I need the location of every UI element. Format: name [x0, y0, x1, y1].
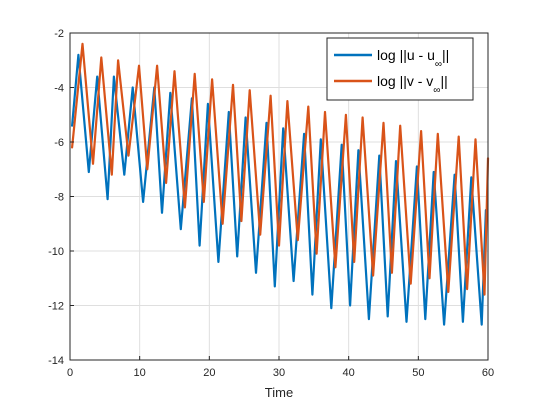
y-tick-label: -12 — [48, 301, 64, 313]
plot-lines — [70, 42, 490, 326]
x-tick-label: 20 — [203, 367, 215, 379]
y-tick-label: -4 — [54, 83, 64, 95]
legend-box — [326, 37, 474, 101]
ticks: 0 10 20 30 40 50 60 -14 -12 -10 -8 -6 -4 -2 — [48, 28, 494, 379]
x-axis-label: Time — [265, 385, 293, 400]
x-tick-label: 40 — [343, 367, 355, 379]
series-line-v — [70, 42, 490, 296]
x-tick-label: 60 — [482, 367, 494, 379]
x-tick-label: 0 — [67, 367, 73, 379]
y-tick-label: -14 — [48, 355, 64, 367]
y-tick-label: -6 — [54, 137, 64, 149]
y-tick-label: -8 — [54, 192, 64, 204]
y-tick-label: -2 — [54, 28, 64, 40]
x-tick-label: 50 — [412, 367, 424, 379]
legend-label-v: log ||v - v∞|| — [377, 73, 448, 96]
series-line-u — [70, 53, 487, 326]
legend: log ||u - u∞|| log ||v - v∞|| — [326, 37, 474, 101]
legend-label-u: log ||u - u∞|| — [377, 47, 449, 70]
y-tick-label: -10 — [48, 246, 64, 258]
x-tick-label: 30 — [273, 367, 285, 379]
x-tick-label: 10 — [134, 367, 146, 379]
